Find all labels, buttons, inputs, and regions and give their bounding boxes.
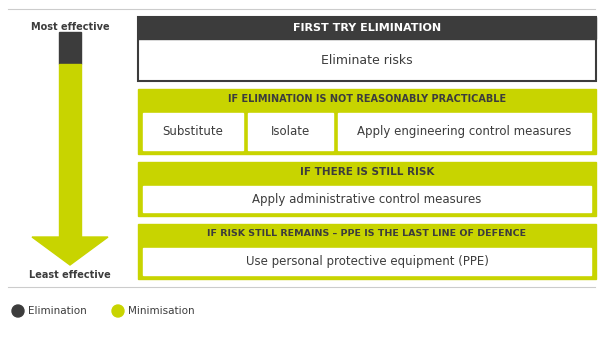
Text: Use personal protective equipment (PPE): Use personal protective equipment (PPE) xyxy=(245,255,488,268)
Text: Eliminate risks: Eliminate risks xyxy=(321,54,413,66)
Text: Isolate: Isolate xyxy=(271,125,310,138)
FancyBboxPatch shape xyxy=(138,162,596,216)
Text: IF RISK STILL REMAINS – PPE IS THE LAST LINE OF DEFENCE: IF RISK STILL REMAINS – PPE IS THE LAST … xyxy=(207,230,526,238)
Text: IF THERE IS STILL RISK: IF THERE IS STILL RISK xyxy=(300,167,434,177)
Text: FIRST TRY ELIMINATION: FIRST TRY ELIMINATION xyxy=(293,23,441,33)
FancyBboxPatch shape xyxy=(138,89,596,154)
Text: Minimisation: Minimisation xyxy=(128,306,195,316)
FancyBboxPatch shape xyxy=(138,224,596,279)
Polygon shape xyxy=(32,237,108,265)
Text: Elimination: Elimination xyxy=(28,306,87,316)
FancyBboxPatch shape xyxy=(138,17,596,39)
Text: Least effective: Least effective xyxy=(29,270,111,280)
Text: Most effective: Most effective xyxy=(31,22,109,32)
Circle shape xyxy=(112,305,124,317)
FancyBboxPatch shape xyxy=(248,113,333,150)
Text: Apply engineering control measures: Apply engineering control measures xyxy=(358,125,572,138)
Text: IF ELIMINATION IS NOT REASONABLY PRACTICABLE: IF ELIMINATION IS NOT REASONABLY PRACTIC… xyxy=(228,94,506,104)
FancyBboxPatch shape xyxy=(143,113,243,150)
FancyBboxPatch shape xyxy=(59,64,81,237)
FancyBboxPatch shape xyxy=(138,17,596,81)
FancyBboxPatch shape xyxy=(59,32,81,64)
FancyBboxPatch shape xyxy=(338,113,591,150)
Text: Apply administrative control measures: Apply administrative control measures xyxy=(252,192,482,206)
Text: Substitute: Substitute xyxy=(163,125,224,138)
FancyBboxPatch shape xyxy=(143,248,591,275)
FancyBboxPatch shape xyxy=(143,186,591,212)
Circle shape xyxy=(12,305,24,317)
